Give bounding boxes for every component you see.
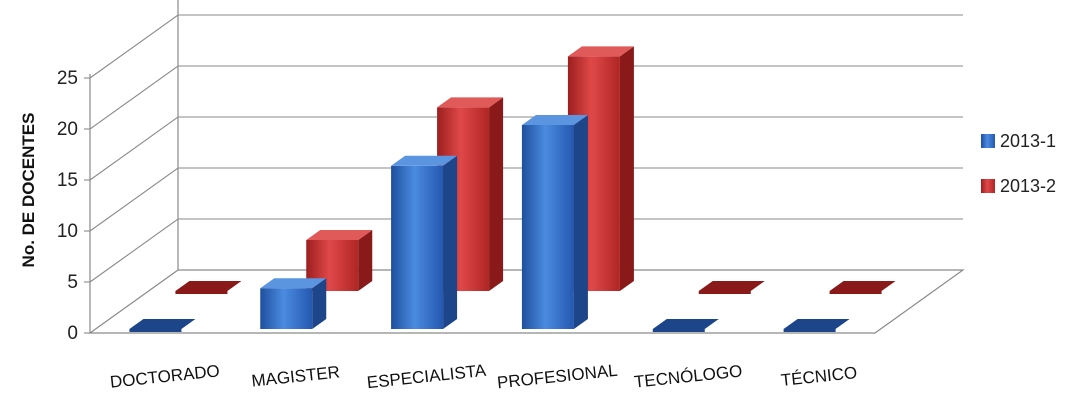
y-tick-label: 25 (57, 68, 78, 89)
bar-2013-2-magister (306, 230, 373, 291)
bar-2013-2-tecnólogo (698, 281, 765, 294)
legend-swatch (981, 179, 995, 193)
bar-2013-1-técnico (783, 319, 850, 332)
y-tick-label: 0 (67, 323, 78, 344)
gridline (89, 14, 963, 79)
legend-swatch (981, 134, 995, 148)
legend-item-2013-1: 2013-1 (981, 131, 1056, 151)
y-tick-label: 5 (67, 272, 78, 293)
y-axis-label: No. DE DOCENTES (19, 113, 38, 268)
gridline (89, 65, 963, 130)
y-tick-label: 20 (57, 119, 78, 140)
gridline (89, 167, 963, 232)
x-category-label: ESPECIALISTA (366, 361, 488, 392)
bar-2013-1-profesional (521, 115, 588, 329)
x-category-label: TÉCNICO (780, 363, 858, 390)
y-tick-label: 15 (57, 170, 78, 191)
legend-label: 2013-1 (1000, 131, 1056, 151)
y-axis-ticks: 0 5 10 15 20 25 (57, 68, 90, 344)
y-tick-label: 10 (57, 221, 78, 242)
x-category-label: PROFESIONAL (496, 361, 618, 393)
x-axis-labels: DOCTORADO MAGISTER ESPECIALISTA PROFESIONAL… (109, 361, 858, 393)
gridline (89, 218, 963, 283)
x-category-label: MAGISTER (251, 362, 341, 390)
legend: 2013-1 2013-2 (981, 131, 1056, 196)
bar-2013-1-magister (260, 278, 327, 329)
bar-2013-1-tecnólogo (652, 319, 719, 332)
bars (129, 46, 896, 332)
gridlines (89, 14, 963, 283)
bar-2013-1-doctorado (129, 319, 196, 332)
gridline (89, 116, 963, 181)
bar-2013-2-doctorado (175, 281, 242, 294)
bar-2013-2-técnico (829, 281, 896, 294)
x-category-label: DOCTORADO (109, 361, 221, 391)
x-category-label: TECNÓLOGO (633, 361, 743, 391)
legend-item-2013-2: 2013-2 (981, 176, 1056, 196)
bar-2013-1-especialista (391, 155, 458, 329)
legend-label: 2013-2 (1000, 176, 1056, 196)
